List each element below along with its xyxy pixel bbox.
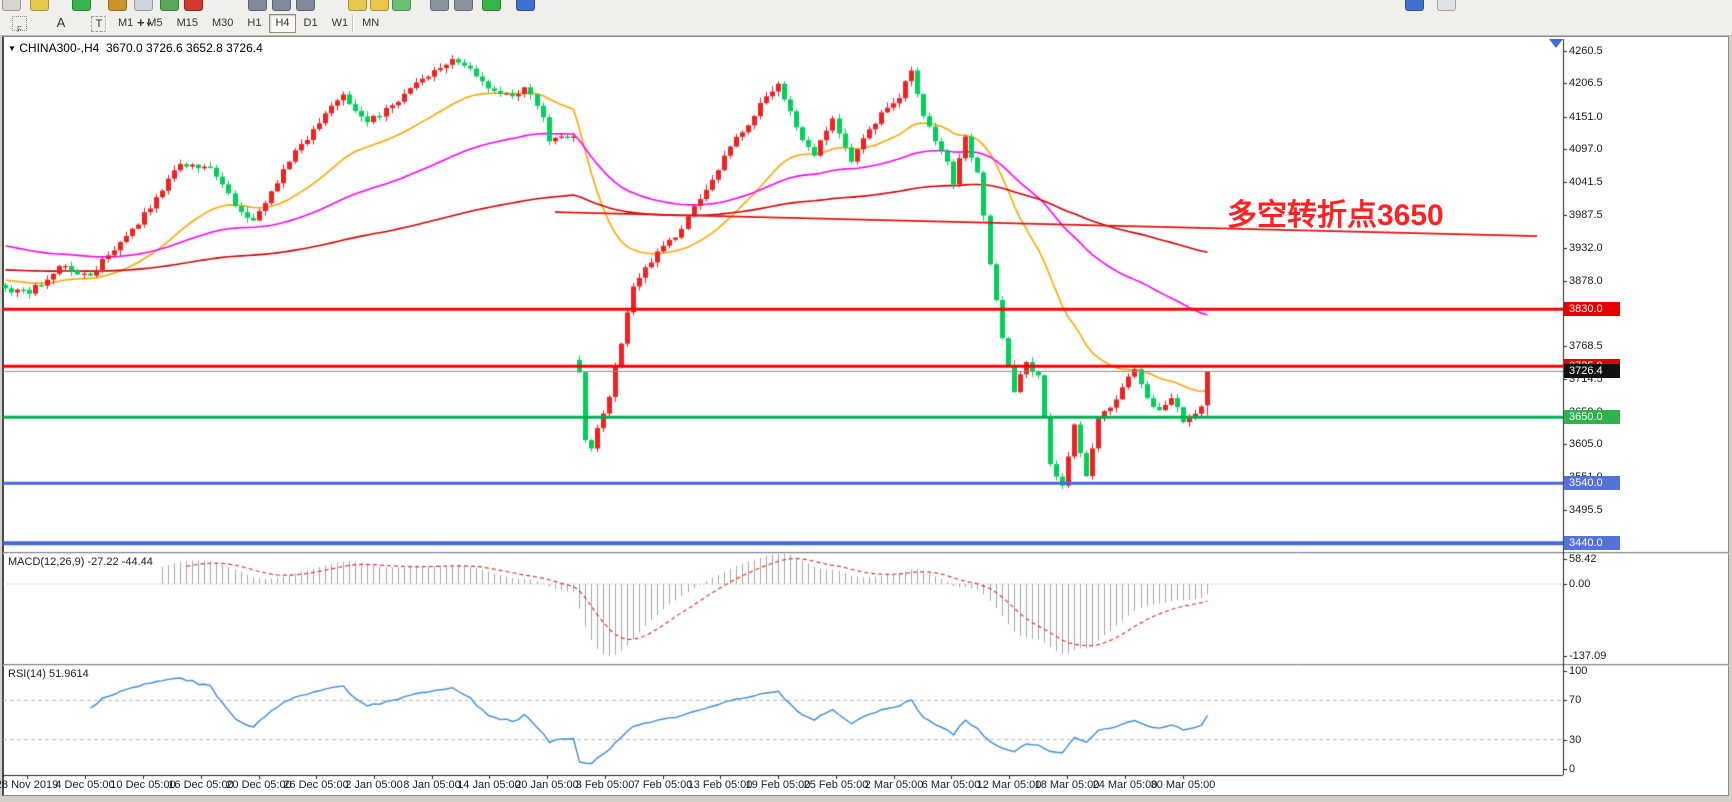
timeframe-mn[interactable]: MN (362, 17, 380, 29)
search-icon[interactable] (30, 0, 49, 11)
toolbar-separator (105, 15, 107, 32)
timeframe-m15[interactable]: M15 (176, 17, 198, 29)
web-icon[interactable] (160, 0, 179, 11)
chart-shift-icon[interactable] (454, 0, 473, 11)
crosshair-tool-icon[interactable]: + ▾ (129, 14, 159, 32)
timeframe-toolbar: M1 M5 M15 M30 H1 H4 D1 W1 MN (112, 14, 385, 33)
timeframe-w1[interactable]: W1 (331, 17, 349, 29)
toolbar-main (0, 0, 1732, 12)
new-order-icon[interactable] (72, 0, 91, 11)
refresh-icon[interactable] (516, 0, 535, 11)
alert-icon[interactable] (184, 0, 203, 11)
timeframe-m5[interactable]: M5 (147, 17, 163, 29)
candlestick-icon[interactable] (272, 0, 291, 11)
grid-f-label: F (17, 25, 22, 34)
crosshair-icon: + (136, 15, 145, 30)
indicators-icon[interactable] (482, 0, 501, 11)
timeframe-m30[interactable]: M30 (211, 17, 234, 29)
line-chart-icon[interactable] (296, 0, 315, 11)
bar-chart-icon[interactable] (248, 0, 267, 11)
market-watch-icon[interactable] (392, 0, 411, 11)
zoom-in-icon[interactable] (348, 0, 367, 11)
grid-icon (11, 16, 27, 32)
toolbar-chart-tools: F A T + ▾ M1 M5 M15 M30 H1 H4 D1 W1 MN (0, 12, 1732, 36)
mail-icon[interactable] (134, 0, 153, 11)
timeframe-h4[interactable]: H4 (269, 14, 296, 33)
arrow-text-tool-icon[interactable]: A (56, 15, 66, 30)
new-chart-icon[interactable] (2, 0, 21, 11)
chevron-down-icon[interactable]: ▾ (146, 19, 152, 29)
timeframe-d1[interactable]: D1 (303, 17, 318, 29)
autotrading-icon[interactable] (108, 0, 127, 11)
timeframe-h1[interactable]: H1 (247, 17, 262, 29)
comment-icon[interactable] (1437, 0, 1456, 11)
zoom-out-icon[interactable] (370, 0, 389, 11)
grid-period-icon[interactable]: F (8, 14, 30, 34)
toolbar-separator (352, 15, 354, 32)
auto-scroll-icon[interactable] (430, 0, 449, 11)
edit-icon[interactable] (1405, 0, 1424, 11)
timeframe-m1[interactable]: M1 (118, 17, 134, 29)
